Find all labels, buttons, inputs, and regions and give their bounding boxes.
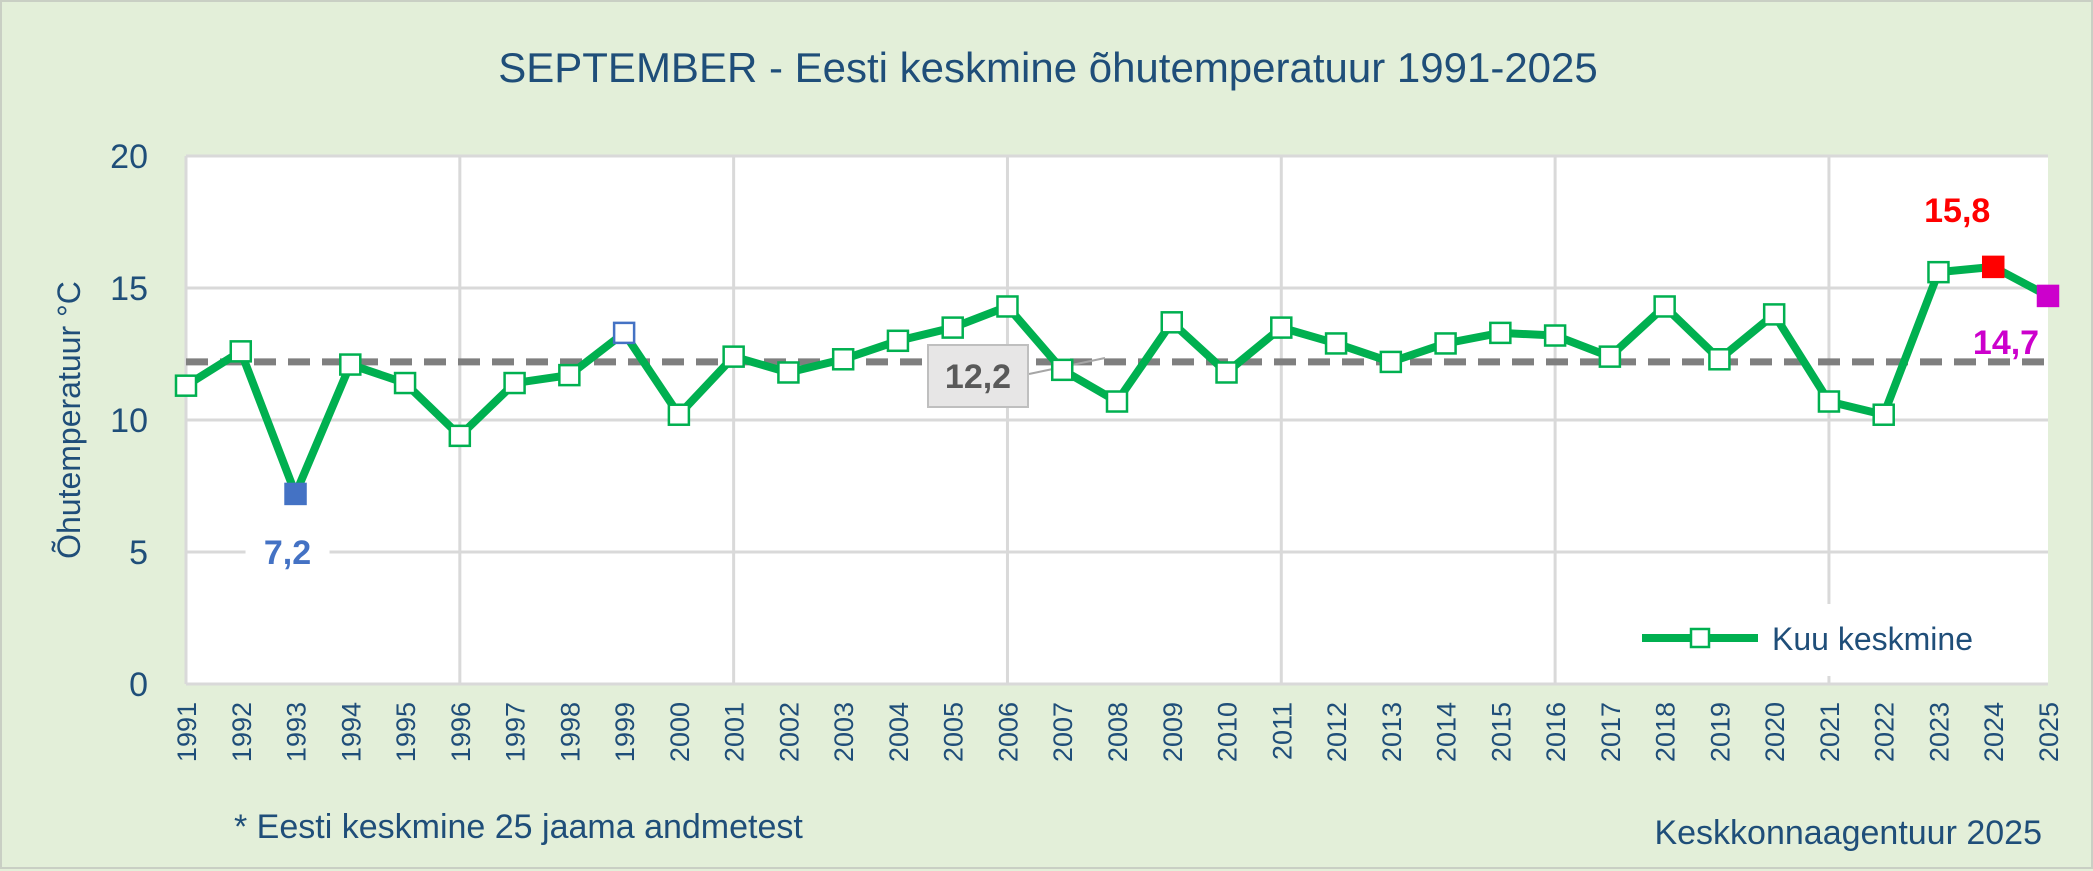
data-point-2022: [1872, 403, 1895, 426]
x-tick-2004: 2004: [884, 702, 914, 762]
value-label-1993: 7,2: [264, 534, 311, 572]
x-tick-2006: 2006: [993, 702, 1023, 762]
data-point-2019: [1708, 348, 1731, 371]
x-tick-2013: 2013: [1377, 702, 1407, 762]
y-tick-0: 0: [129, 666, 148, 704]
x-tick-1992: 1992: [227, 702, 257, 762]
data-point-2012: [1324, 332, 1348, 355]
data-point-2010: [1215, 361, 1238, 384]
x-tick-1995: 1995: [391, 702, 421, 762]
x-tick-2011: 2011: [1267, 702, 1297, 760]
data-point-2000: [667, 403, 691, 426]
data-point-2002: [777, 361, 800, 384]
footnote-source-note: * Eesti keskmine 25 jaama andmetest: [234, 808, 803, 846]
data-point-1995: [393, 371, 417, 395]
data-point-2018: [1653, 295, 1676, 318]
x-tick-2021: 2021: [1815, 702, 1845, 762]
x-tick-2001: 2001: [720, 702, 750, 762]
value-labels: 7,2 15,8 14,7: [245, 192, 2039, 574]
grid-lines: [184, 154, 2048, 686]
data-point-2005: [941, 316, 964, 339]
y-tick-10: 10: [110, 402, 148, 440]
data-point-1993: [284, 482, 307, 506]
chart-title: SEPTEMBER - Eesti keskmine õhutemperatuu…: [498, 44, 1598, 91]
x-tick-2018: 2018: [1651, 702, 1681, 762]
data-point-2003: [831, 348, 855, 371]
x-tick-2003: 2003: [829, 702, 859, 762]
data-point-1996: [448, 424, 472, 448]
x-tick-1993: 1993: [282, 702, 312, 762]
x-tick-1999: 1999: [610, 702, 640, 762]
legend-box: [1558, 604, 2048, 676]
x-tick-2017: 2017: [1596, 702, 1626, 762]
x-tick-2010: 2010: [1213, 702, 1243, 762]
average-label: 12,2: [945, 358, 1011, 396]
data-point-2023: [1927, 260, 1950, 284]
x-tick-1998: 1998: [555, 702, 585, 762]
data-point-2024: [1981, 255, 2005, 279]
data-point-2011: [1270, 316, 1293, 339]
x-tick-2002: 2002: [774, 702, 804, 762]
series-group: [174, 255, 2060, 506]
x-tick-2016: 2016: [1541, 702, 1571, 762]
y-axis-label: Õhutemperatuur °C: [51, 281, 87, 559]
data-point-2015: [1489, 321, 1512, 345]
average-label-box: [927, 344, 1029, 408]
average-line-group: 12,2: [186, 344, 2048, 408]
data-point-2014: [1434, 332, 1457, 355]
data-point-2007: [1050, 358, 1074, 382]
x-tick-1996: 1996: [446, 702, 476, 762]
data-point-2016: [1543, 324, 1567, 347]
x-tick-2015: 2015: [1486, 702, 1516, 762]
x-tick-1994: 1994: [336, 702, 366, 762]
data-point-2020: [1762, 303, 1786, 326]
x-tick-2009: 2009: [1158, 702, 1188, 762]
data-point-2008: [1105, 390, 1129, 413]
x-tick-1997: 1997: [501, 702, 531, 762]
data-point-2009: [1160, 311, 1184, 334]
x-tick-2022: 2022: [1870, 702, 1900, 762]
value-label-bg-1993: [245, 533, 330, 574]
data-point-1998: [558, 363, 581, 387]
data-point-1994: [339, 353, 362, 376]
data-point-1999: [612, 321, 636, 345]
x-tick-2020: 2020: [1760, 702, 1790, 762]
legend: Kuu keskmine: [1558, 604, 2048, 676]
x-tick-2008: 2008: [1103, 702, 1133, 762]
data-point-2013: [1379, 350, 1403, 374]
x-tick-2023: 2023: [1924, 702, 1954, 762]
x-tick-2005: 2005: [939, 702, 969, 762]
data-point-2004: [886, 329, 910, 353]
y-tick-15: 15: [110, 270, 148, 308]
data-point-1991: [174, 374, 198, 397]
x-tick-2007: 2007: [1048, 702, 1078, 762]
value-label-2024: 15,8: [1924, 192, 1990, 230]
y-axis-ticks: 0 5 10 15 20: [110, 138, 148, 704]
legend-marker-swatch: [1689, 627, 1711, 649]
legend-label-kuu-keskmine: Kuu keskmine: [1772, 621, 1973, 657]
data-point-2021: [1817, 390, 1841, 413]
x-tick-2025: 2025: [2034, 702, 2064, 762]
footnote-agency: Keskkonnaagentuur 2025: [1654, 814, 2042, 852]
x-axis-ticks: 1991 1992 1993 1994 1995 1996 1997 1998 1999 2000…: [172, 702, 2064, 762]
y-tick-20: 20: [110, 138, 148, 176]
data-point-1992: [229, 340, 253, 363]
x-tick-2024: 2024: [1979, 702, 2009, 762]
data-point-2006: [996, 295, 1019, 318]
x-tick-2019: 2019: [1705, 702, 1735, 762]
x-tick-2014: 2014: [1432, 702, 1462, 762]
data-point-1997: [503, 371, 526, 395]
data-point-2017: [1598, 345, 1622, 368]
x-tick-1991: 1991: [172, 702, 202, 762]
value-label-2025: 14,7: [1973, 324, 2039, 362]
y-tick-5: 5: [129, 534, 148, 572]
data-point-2025: [2036, 284, 2060, 308]
x-tick-2000: 2000: [665, 702, 695, 762]
x-tick-2012: 2012: [1322, 702, 1352, 762]
data-point-2001: [722, 345, 745, 368]
